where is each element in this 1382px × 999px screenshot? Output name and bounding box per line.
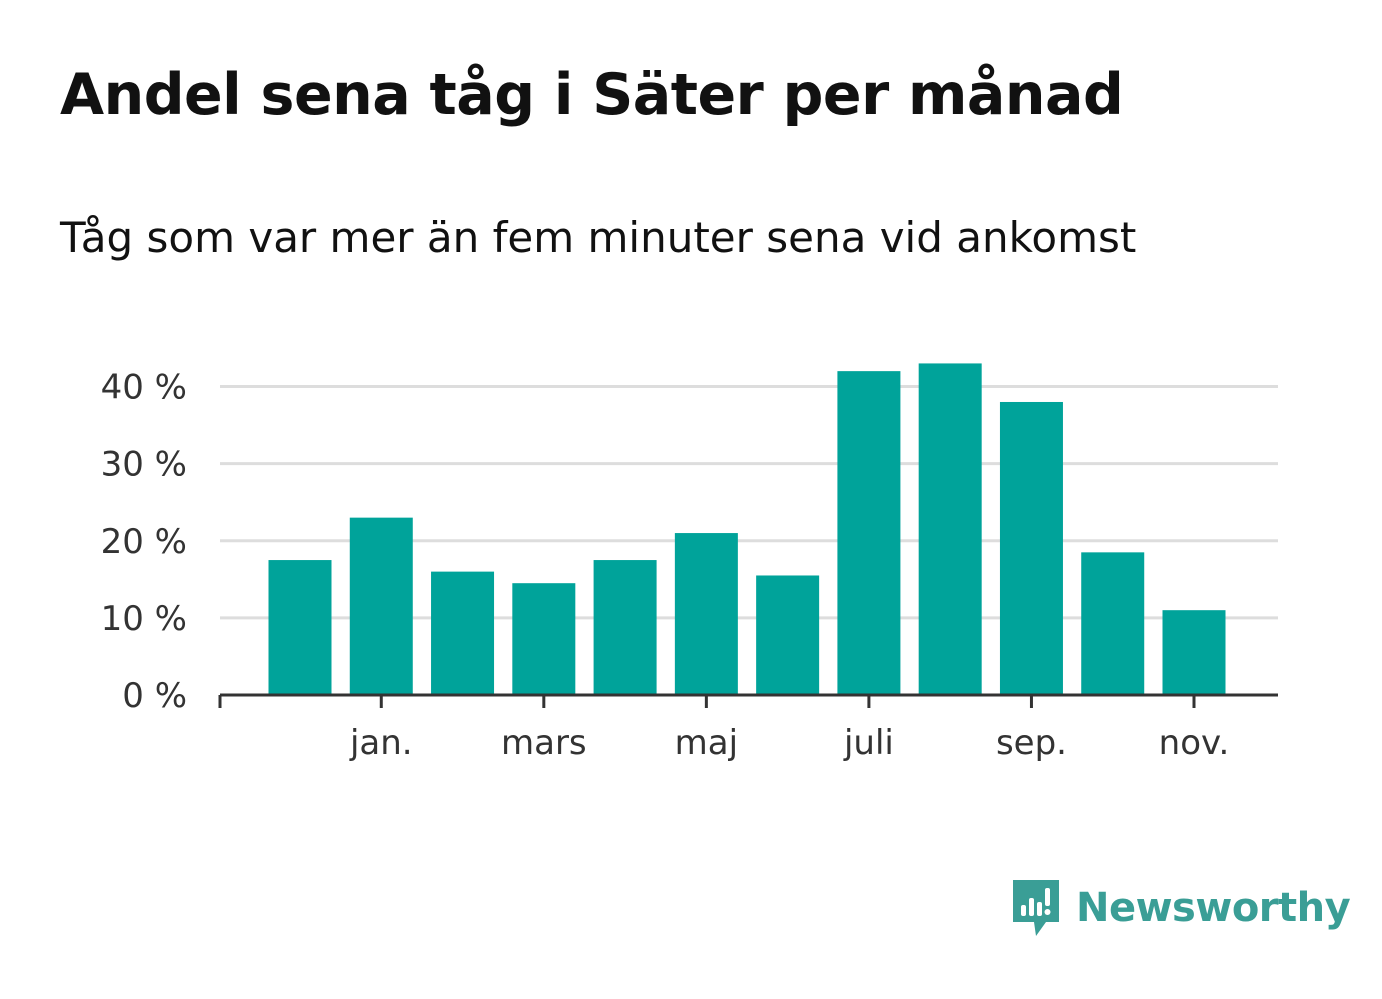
bar-juli (837, 371, 901, 695)
brand-logo: Newsworthy (1010, 878, 1351, 938)
brand-name: Newsworthy (1076, 885, 1351, 931)
axes: 0 % 10 % 20 % 30 % 40 % jan. mars maj juli sep. no… (101, 368, 1278, 763)
bar-mars (512, 583, 576, 695)
bar-juni (756, 575, 820, 695)
bar-jan (349, 517, 413, 695)
x-tick-label: mars (501, 723, 587, 763)
x-tick-label: maj (675, 723, 738, 763)
x-tick-label: juli (843, 723, 894, 763)
bar-aug (918, 363, 982, 695)
bars (268, 363, 1226, 695)
bar-sep (999, 401, 1063, 695)
bar-feb (431, 571, 495, 695)
bar-okt (1081, 552, 1145, 695)
y-tick-label: 30 % (101, 445, 187, 485)
x-tick-label: nov. (1159, 723, 1230, 763)
chart-title: Andel sena tåg i Säter per månad (60, 62, 1124, 128)
y-tick-label: 10 % (101, 599, 187, 639)
y-tick-label: 40 % (101, 368, 187, 408)
y-tick-label: 20 % (101, 522, 187, 562)
bar-apr (593, 560, 657, 695)
x-tick-label: jan. (349, 723, 413, 763)
bar-maj (674, 533, 738, 695)
chart-subtitle: Tåg som var mer än fem minuter sena vid … (60, 213, 1137, 262)
newsworthy-logo-icon (1013, 880, 1059, 936)
y-tick-label: 0 % (122, 676, 187, 716)
x-tick-label: sep. (996, 723, 1067, 763)
bar-nov (1162, 610, 1226, 695)
bar-dec (268, 560, 332, 695)
